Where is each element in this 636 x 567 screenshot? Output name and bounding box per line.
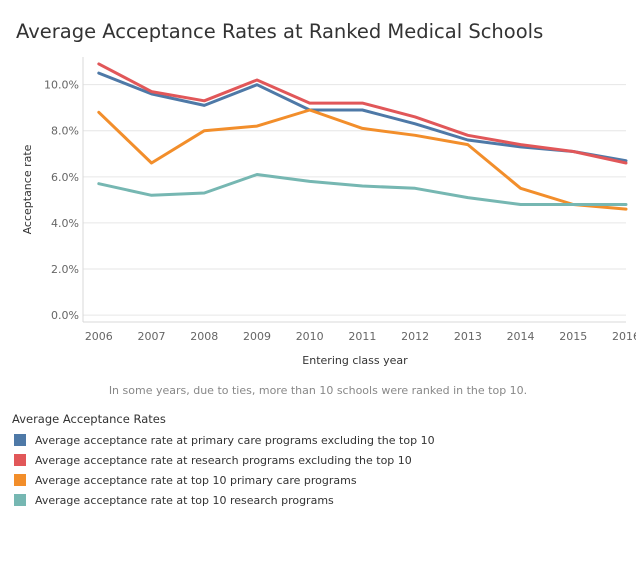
y-tick-label: 2.0% bbox=[51, 263, 79, 276]
legend-swatch-0 bbox=[14, 434, 26, 446]
y-axis-title: Acceptance rate bbox=[21, 144, 34, 234]
y-tick-label: 0.0% bbox=[51, 309, 79, 322]
x-tick-label: 2014 bbox=[507, 330, 535, 343]
gridlines bbox=[82, 57, 626, 323]
chart-title: Average Acceptance Rates at Ranked Medic… bbox=[16, 20, 544, 43]
legend-item[interactable]: Average acceptance rate at research prog… bbox=[12, 450, 435, 470]
y-tick-label: 10.0% bbox=[44, 79, 79, 92]
series-lines bbox=[97, 62, 628, 211]
legend-label: Average acceptance rate at research prog… bbox=[35, 453, 412, 467]
legend-title: Average Acceptance Rates bbox=[12, 412, 166, 426]
line-chart: 0.0%2.0%4.0%6.0%8.0%10.0% 2006 2007 2008 20… bbox=[21, 57, 636, 367]
x-axis-title: Entering class year bbox=[302, 354, 408, 367]
legend-swatch-1 bbox=[14, 454, 26, 466]
series-line-3[interactable] bbox=[97, 173, 628, 206]
x-tick-label: 2009 bbox=[243, 330, 271, 343]
series-line-2[interactable] bbox=[97, 108, 628, 211]
x-tick-label: 2013 bbox=[454, 330, 482, 343]
x-tick-label: 2007 bbox=[138, 330, 166, 343]
x-tick-label: 2008 bbox=[190, 330, 218, 343]
x-tick-label: 2011 bbox=[348, 330, 376, 343]
y-axis-ticks: 0.0% 2.0% 4.0% 6.0% 8.0% 10.0% bbox=[44, 79, 79, 322]
x-tick-label: 2012 bbox=[401, 330, 429, 343]
legend: Average Acceptance Rates Average accepta… bbox=[12, 412, 435, 510]
legend-item[interactable]: Average acceptance rate at top 10 primar… bbox=[12, 470, 435, 490]
legend-label: Average acceptance rate at top 10 resear… bbox=[35, 493, 334, 507]
legend-label: Average acceptance rate at top 10 primar… bbox=[35, 473, 357, 487]
legend-swatch-3 bbox=[14, 494, 26, 506]
chart-note: In some years, due to ties, more than 10… bbox=[108, 384, 528, 397]
series-line-1[interactable] bbox=[97, 62, 628, 165]
legend-swatch-2 bbox=[14, 474, 26, 486]
x-tick-label: 2010 bbox=[296, 330, 324, 343]
x-axis-ticks: 2006 2007 2008 2009 2010 2011 2012 2013 2014 2015… bbox=[85, 330, 636, 343]
legend-item[interactable]: Average acceptance rate at top 10 resear… bbox=[12, 490, 435, 510]
y-tick-label: 8.0% bbox=[51, 125, 79, 138]
x-tick-label: 2016 bbox=[612, 330, 636, 343]
x-tick-label: 2006 bbox=[85, 330, 113, 343]
y-tick-label: 6.0% bbox=[51, 171, 79, 184]
series-line-0[interactable] bbox=[97, 71, 628, 163]
x-tick-label: 2015 bbox=[559, 330, 587, 343]
y-tick-label: 4.0% bbox=[51, 217, 79, 230]
legend-item[interactable]: Average acceptance rate at primary care … bbox=[12, 430, 435, 450]
legend-label: Average acceptance rate at primary care … bbox=[35, 433, 435, 447]
